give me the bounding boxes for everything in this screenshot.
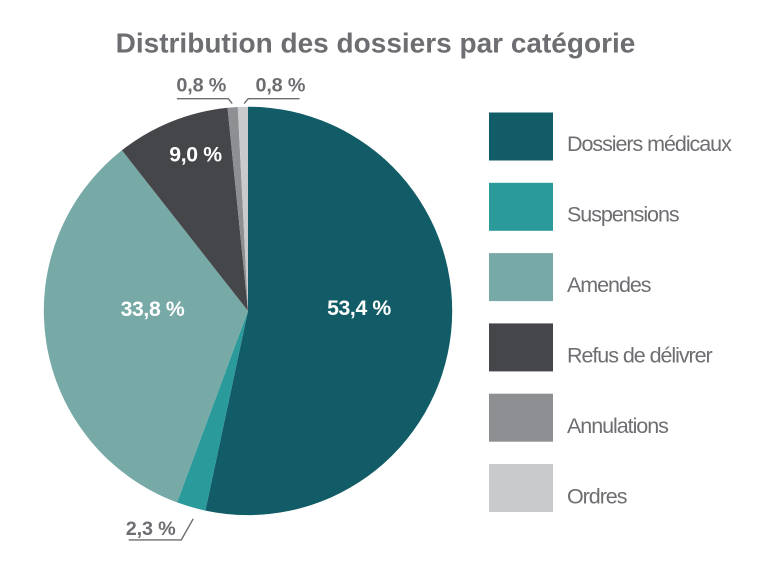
svg-text:Annulations: Annulations — [567, 414, 668, 438]
svg-text:0,8 %: 0,8 % — [255, 75, 305, 97]
svg-text:9,0 %: 9,0 % — [169, 144, 222, 167]
svg-text:Dossiers médicaux: Dossiers médicaux — [567, 132, 732, 156]
svg-text:Suspensions: Suspensions — [567, 202, 679, 226]
svg-text:33,8 %: 33,8 % — [121, 298, 185, 321]
svg-text:53,4 %: 53,4 % — [327, 297, 391, 320]
svg-text:2,3 %: 2,3 % — [126, 518, 176, 540]
svg-text:Ordres: Ordres — [567, 484, 627, 508]
svg-text:Amendes: Amendes — [567, 273, 651, 297]
svg-text:Refus de délivrer: Refus de délivrer — [567, 343, 713, 367]
svg-text:0,8 %: 0,8 % — [176, 75, 226, 97]
svg-text:Distribution des dossiers par: Distribution des dossiers par catégorie — [116, 27, 636, 58]
